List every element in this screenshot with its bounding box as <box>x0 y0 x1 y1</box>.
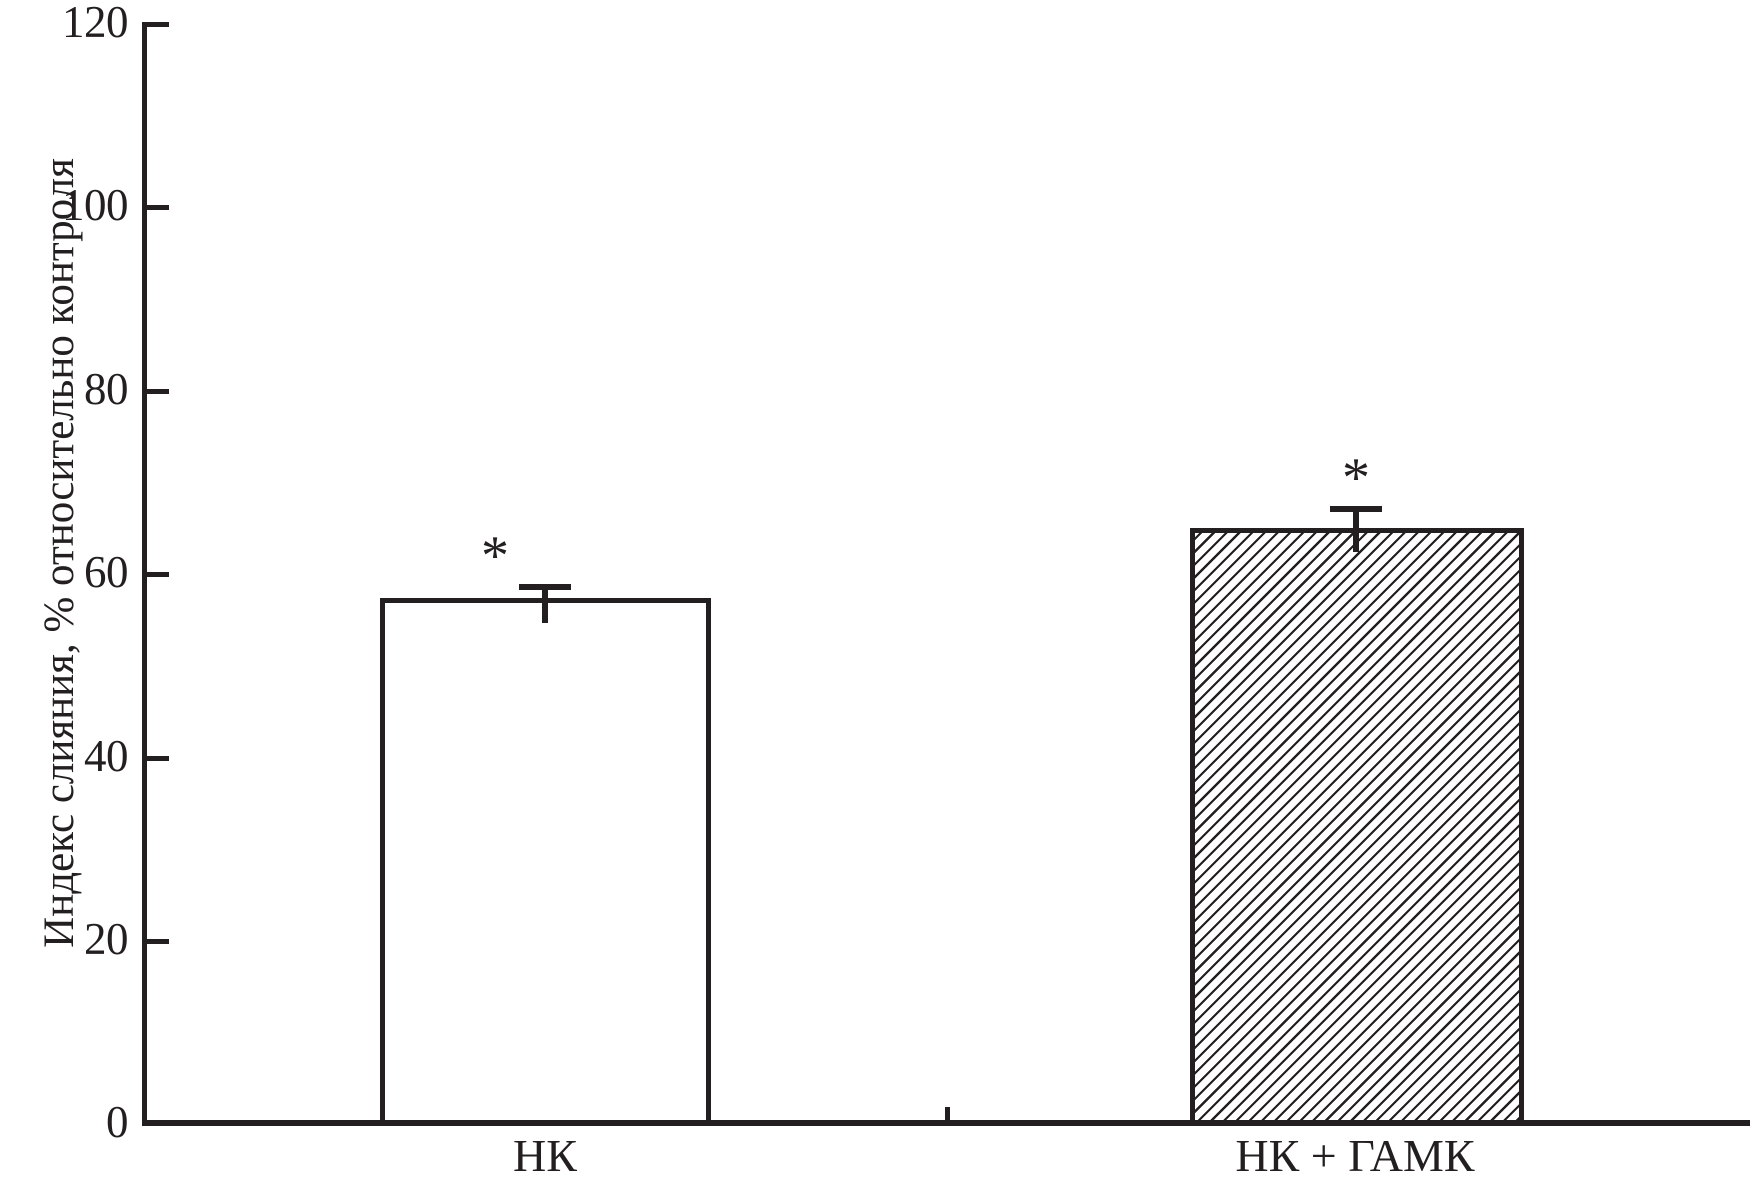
y-tick-label-80: 80 <box>84 364 129 414</box>
y-tick-label-40: 40 <box>84 731 129 781</box>
y-tick-60 <box>147 572 169 577</box>
x-axis-line <box>142 1120 1750 1126</box>
bar-nk-gamk[interactable] <box>1190 528 1524 1125</box>
error-bar-stem <box>1353 506 1359 552</box>
x-category-label-nk: НК <box>513 1130 577 1181</box>
x-axis-minor-tick <box>945 1107 950 1121</box>
y-tick-label-100: 100 <box>62 180 129 230</box>
significance-marker-nk-gamk: * <box>1342 447 1370 509</box>
y-tick-label-0-wrap: 0 <box>0 1097 129 1147</box>
y-tick-20 <box>147 939 169 944</box>
error-bar-nk <box>519 584 571 623</box>
y-axis-line <box>142 22 147 1125</box>
bar-nk[interactable] <box>380 598 711 1125</box>
error-bar-nk-gamk <box>1330 506 1382 552</box>
y-tick-40 <box>147 756 169 761</box>
error-bar-cap-top <box>519 584 571 590</box>
y-tick-label-0: 0 <box>106 1097 129 1147</box>
y-tick-label-80-wrap: 80 <box>0 364 129 414</box>
y-tick-label-60-wrap: 60 <box>0 547 129 597</box>
y-tick-80 <box>147 389 169 394</box>
significance-marker-nk: * <box>481 525 509 587</box>
y-tick-label-40-wrap: 40 <box>0 731 129 781</box>
y-tick-120 <box>147 22 169 27</box>
y-tick-label-100-wrap: 100 <box>0 180 129 230</box>
error-bar-stem <box>542 584 548 623</box>
x-category-label-nk-gamk: НК + ГАМК <box>1235 1130 1475 1181</box>
error-bar-cap-top <box>1330 506 1382 512</box>
y-tick-label-60: 60 <box>84 547 129 597</box>
y-tick-label-20-wrap: 20 <box>0 914 129 964</box>
y-tick-label-20: 20 <box>84 914 129 964</box>
y-tick-100 <box>147 205 169 210</box>
y-tick-label-120-wrap: 120 <box>0 0 129 47</box>
y-tick-label-120: 120 <box>62 0 129 47</box>
